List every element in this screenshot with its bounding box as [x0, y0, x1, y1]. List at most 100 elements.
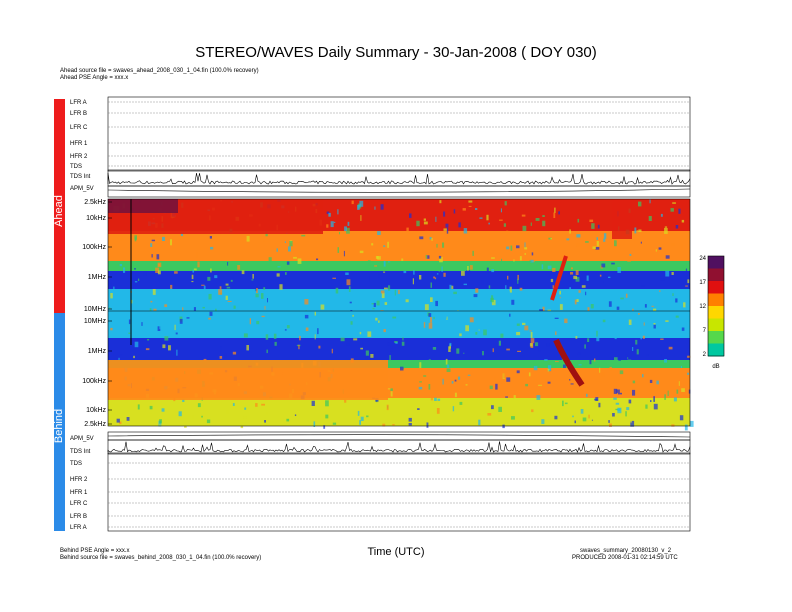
ahead-spectrum-noise — [214, 275, 218, 279]
ahead-spectrum-noise — [562, 291, 565, 297]
behind-spectrum-noise — [541, 419, 545, 424]
behind-spectrum-noise — [430, 317, 433, 323]
ahead-spectrum-noise — [684, 261, 688, 264]
behind-spectrum-noise — [386, 404, 389, 411]
behind-spectrum-noise — [526, 419, 530, 425]
ahead-spectrum-noise — [627, 257, 631, 262]
behind-spectrum-noise — [311, 400, 315, 406]
behind-spectrum-noise — [437, 421, 440, 425]
ahead-spectrum-noise — [596, 241, 599, 247]
ahead-spectrum-noise — [451, 282, 454, 286]
ahead-spectrum-noise — [373, 302, 376, 307]
colorbar-tick: 24 — [699, 256, 706, 262]
behind-row-label: LFR C — [70, 501, 88, 507]
behind-spectrum-noise — [147, 339, 150, 341]
ahead-spectrum-noise — [469, 265, 473, 270]
ahead-spectrum-noise — [156, 254, 160, 260]
behind-spectrum-noise — [428, 384, 431, 390]
ahead-spectrum-noise — [591, 223, 595, 229]
colorbar-segment — [708, 293, 724, 307]
behind-side-bar — [54, 313, 65, 531]
ahead-spectrum-noise — [337, 247, 339, 253]
behind-spectrum-noise — [220, 346, 222, 352]
ahead-spectrum-noise — [486, 214, 489, 221]
behind-spectrum-noise — [660, 338, 664, 340]
ahead-spectrum-noise — [347, 221, 350, 226]
ahead-spectrum-noise — [671, 272, 674, 275]
behind-spectrum-noise — [500, 333, 504, 338]
behind-spectrum-noise — [134, 341, 139, 348]
ahead-spectrum-noise — [649, 199, 651, 204]
ahead-spectrum-noise — [210, 246, 214, 250]
behind-spectrum-noise — [157, 326, 161, 331]
behind-spectrum-noise — [493, 377, 496, 382]
ahead-spectrum-noise — [233, 305, 236, 309]
colorbar-unit: dB — [712, 364, 719, 370]
behind-spectrum-noise — [390, 391, 393, 397]
behind-spectrum-noise — [226, 409, 229, 414]
ahead-spectrum-noise — [461, 271, 465, 276]
behind-spectrum-noise — [357, 410, 360, 416]
ahead-spectrum-noise — [384, 302, 388, 305]
behind-row-label: HFR 2 — [70, 477, 88, 483]
ahead-spectrum-noise — [344, 226, 347, 232]
behind-spectrum-noise — [390, 388, 393, 391]
ahead-spectrum-noise — [226, 286, 231, 289]
ahead-spectrum-band — [108, 289, 690, 311]
ahead-spectrum-noise — [685, 268, 688, 273]
behind-spectrum-noise — [401, 341, 405, 346]
ahead-spectrum-noise — [506, 230, 509, 237]
behind-spectrum-noise — [547, 368, 550, 372]
behind-row-label: LFR A — [70, 525, 87, 531]
ahead-spectrum-noise — [570, 267, 573, 270]
behind-spectrum-noise — [498, 381, 502, 384]
behind-spectrum-noise — [602, 319, 606, 323]
summary-file-id: swaves_summary_20080130_v_2 — [580, 548, 672, 554]
ahead-spectrum-noise — [608, 301, 612, 307]
ahead-spectrum-noise — [547, 309, 551, 311]
ahead-spectrum-noise — [675, 225, 679, 229]
behind-spectrum-noise — [178, 411, 182, 417]
ahead-spectrum-noise — [463, 283, 467, 286]
behind-spectrum-noise — [465, 325, 469, 332]
behind-pse-angle: Behind PSE Angle = xxx.x — [60, 548, 130, 554]
behind-spectrum-noise — [442, 378, 444, 385]
ahead-spectrum-noise — [374, 265, 378, 267]
behind-spectrum-noise — [346, 343, 350, 346]
behind-tds-box — [107, 439, 691, 455]
ahead-spectrum-noise — [589, 219, 594, 222]
behind-spectrum-band — [108, 398, 690, 426]
behind-spectrum-noise — [360, 416, 364, 421]
behind-spectrum-noise — [445, 358, 448, 365]
ahead-spectrum-noise — [429, 237, 432, 240]
behind-spectrum-noise — [584, 344, 586, 349]
behind-spectrum-noise — [124, 399, 129, 404]
behind-spectrum-noise — [587, 338, 590, 342]
behind-spectrum-noise — [254, 325, 256, 329]
ahead-spectrum-noise — [304, 299, 309, 305]
behind-spectrum-noise — [616, 389, 620, 393]
behind-spectrum-noise — [126, 417, 130, 421]
ahead-spectrum-noise — [376, 300, 380, 306]
behind-spectrum-noise — [563, 364, 566, 368]
ahead-spectrum-noise — [219, 233, 222, 237]
ahead-spectrum-noise — [439, 200, 442, 204]
chart-title: STEREO/WAVES Daily Summary - 30-Jan-2008… — [195, 44, 597, 61]
ahead-spectrum-noise — [401, 258, 404, 261]
behind-spectrum-noise — [318, 345, 321, 349]
behind-spectrum-noise — [495, 383, 498, 390]
ahead-spectrum-noise — [419, 275, 422, 280]
ahead-spectrum-noise — [241, 270, 245, 275]
ahead-spectrum-noise — [629, 253, 632, 256]
ahead-spectrum-noise — [424, 304, 429, 311]
ahead-spectrum-noise — [542, 220, 546, 227]
ahead-spectrum-noise — [134, 281, 138, 283]
behind-spectrum-noise — [136, 339, 140, 341]
behind-spectrum-noise — [599, 367, 601, 373]
ahead-apm-trace — [107, 188, 691, 193]
ahead-spectrum-noise — [499, 301, 501, 303]
ahead-spectrum-noise — [683, 302, 686, 308]
ahead-spectrum-noise — [110, 293, 113, 299]
ahead-spectrum-noise — [350, 310, 353, 312]
ahead-spectrum-noise — [640, 241, 642, 244]
